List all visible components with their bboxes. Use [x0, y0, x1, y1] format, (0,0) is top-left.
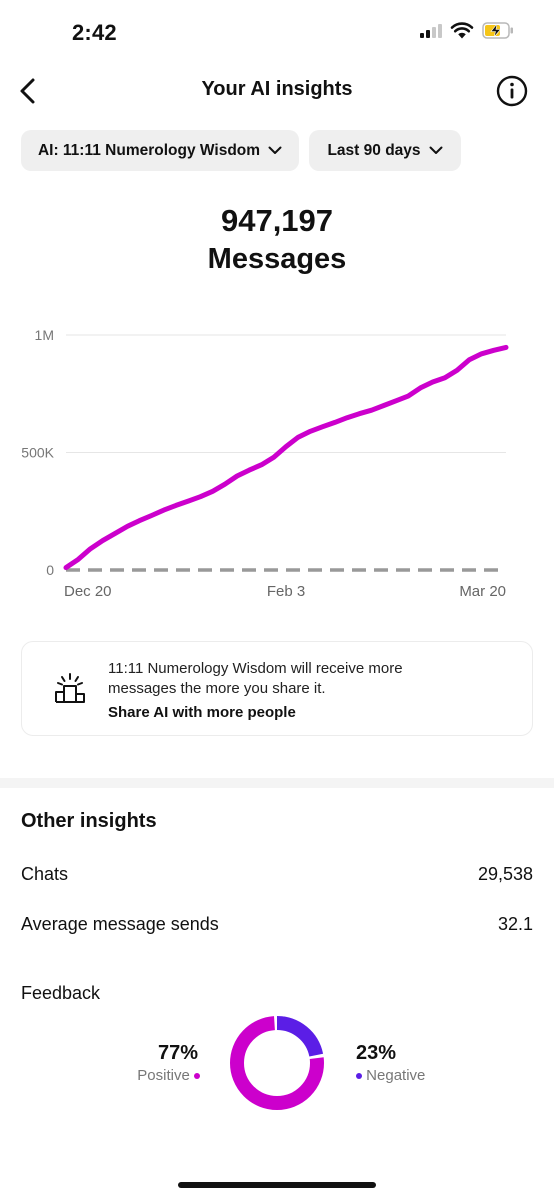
negative-slice: [230, 1016, 324, 1110]
page-title: Your AI insights: [201, 78, 353, 100]
home-indicator: [178, 1182, 376, 1188]
status-icons: [420, 22, 514, 39]
chevron-down-icon: [268, 146, 282, 154]
average-sends-value: 32.1: [497, 914, 533, 934]
date-range-label: Last 90 days: [327, 141, 421, 159]
average-sends-label: Average message sends: [21, 914, 219, 934]
battery-charging-icon: [482, 22, 513, 39]
positive-label: Positive: [137, 1067, 190, 1084]
ai-selector-label: AI: 11:11 Numerology Wisdom: [37, 141, 261, 159]
positive-slice: [230, 1016, 324, 1110]
share-card: 11:11 Numerology Wisdom will receive mor…: [21, 641, 533, 736]
navigation-header: Your AI insights: [0, 66, 554, 116]
feedback-label: Feedback: [21, 983, 101, 1003]
average-sends-row: Average message sends 32.1: [21, 914, 533, 935]
ai-selector-dropdown[interactable]: AI: 11:11 Numerology Wisdom: [21, 130, 299, 171]
negative-dot: [356, 1073, 362, 1080]
negative-legend: Negative: [356, 1067, 425, 1084]
negative-percent: 23%: [356, 1042, 397, 1064]
other-insights-title: Other insights: [21, 810, 157, 832]
y-tick-label: 500K: [21, 445, 54, 461]
feedback-donut-chart: [230, 1016, 324, 1110]
back-button[interactable]: [12, 74, 42, 108]
chats-value: 29,538: [477, 864, 533, 884]
wifi-icon: [450, 22, 474, 39]
y-tick-label: 1M: [35, 327, 54, 343]
positive-legend: Positive: [110, 1067, 200, 1084]
status-time: 2:42: [72, 20, 117, 45]
chats-label: Chats: [21, 864, 69, 884]
share-card-text: 11:11 Numerology Wisdom will receive mor…: [108, 660, 403, 697]
negative-label: Negative: [366, 1067, 426, 1084]
section-divider: [0, 778, 554, 788]
filter-chips: AI: 11:11 Numerology Wisdom Last 90 days: [21, 130, 461, 171]
status-bar: 2:42: [0, 0, 554, 66]
y-tick-label: 0: [46, 562, 54, 578]
signal-icon: [420, 23, 442, 38]
chats-row: Chats 29,538: [21, 864, 533, 885]
date-range-dropdown[interactable]: Last 90 days: [309, 130, 461, 171]
messages-total: 947,197: [220, 203, 334, 238]
messages-line-chart: 1M 500K 0 Dec 20 Feb 3 Mar 20: [21, 327, 509, 600]
podium-sparkle-icon: [55, 673, 85, 703]
info-icon[interactable]: [496, 75, 528, 107]
x-tick-label: Feb 3: [267, 583, 305, 600]
messages-label: Messages: [207, 243, 347, 275]
share-ai-link[interactable]: Share AI with more people: [108, 704, 296, 721]
x-tick-label: Dec 20: [64, 583, 112, 600]
chevron-left-icon: [20, 78, 35, 104]
positive-dot: [194, 1073, 200, 1080]
x-tick-label: Mar 20: [459, 583, 506, 600]
positive-percent: 77%: [157, 1042, 198, 1064]
chevron-down-icon: [429, 146, 443, 154]
messages-series-line: [63, 344, 509, 571]
